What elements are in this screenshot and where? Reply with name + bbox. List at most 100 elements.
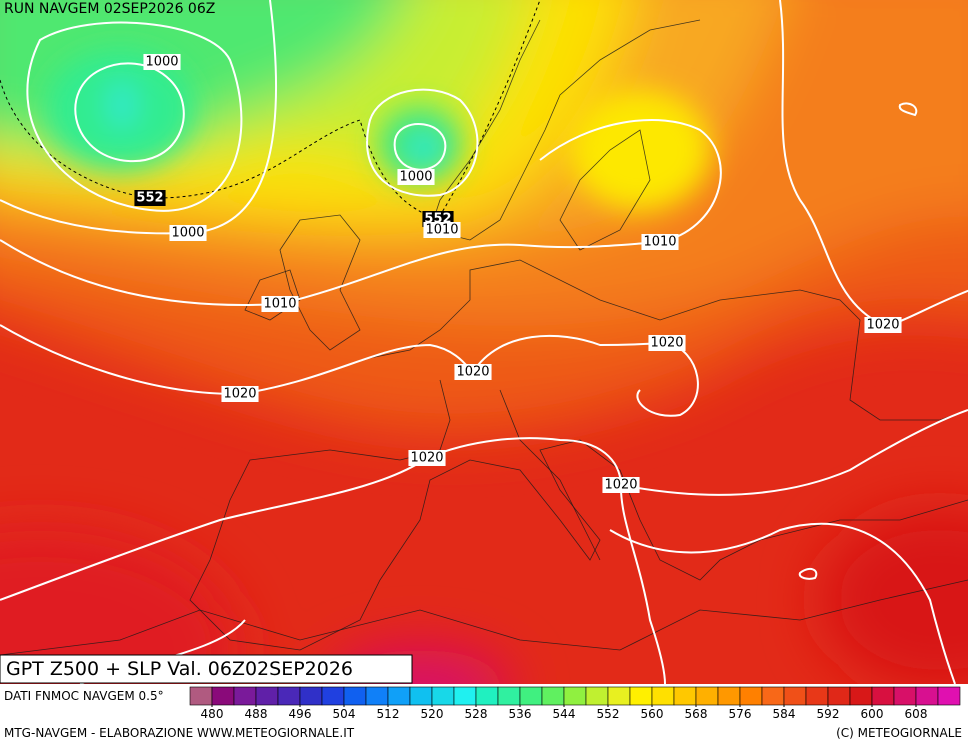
contour-label: 1000 [169, 225, 207, 241]
contour-label-text: 1020 [650, 336, 683, 351]
contour-label-box [169, 225, 207, 241]
colorbar-swatch [695, 686, 719, 706]
isobar [798, 567, 818, 580]
isobar [609, 522, 956, 684]
coastline [499, 389, 601, 561]
colorbar-swatch [783, 686, 807, 706]
colorbar-swatch [453, 686, 477, 706]
colorbar-swatch [497, 686, 521, 706]
coastline [429, 19, 701, 241]
z500-contour [0, 0, 541, 220]
contour-label-text: 1020 [410, 451, 443, 466]
contour-label-text: 1000 [171, 226, 204, 241]
credit-left: MTG-NAVGEM - ELABORAZIONE WWW.METEOGIORN… [4, 726, 355, 740]
colorbar-swatch [277, 686, 301, 706]
isobar [0, 437, 666, 684]
coastline [279, 214, 361, 351]
contour-label-text: 1020 [866, 318, 899, 333]
colorbar-swatch [299, 686, 323, 706]
colorbar-swatch [629, 686, 653, 706]
colorbar-swatch [717, 686, 741, 706]
map-title: GPT Z500 + SLP Val. 06Z02SEP2026 [6, 658, 353, 680]
colorbar-swatch [211, 686, 235, 706]
colorbar-swatch [409, 686, 433, 706]
colorbar-tick-label: 528 [465, 707, 488, 721]
isobar [0, 324, 699, 417]
colorbar-swatch [673, 686, 697, 706]
colorbar-tick-label: 568 [685, 707, 708, 721]
colorbar: 480 488 496 504 512 520 528 536 544 552 560 568 576 5… [189, 686, 961, 721]
colorbar-swatch [607, 686, 631, 706]
contour-label-box [602, 477, 640, 493]
contour-label: 1020 [454, 364, 492, 380]
colorbar-swatch [387, 686, 411, 706]
colorbar-tick-label: 576 [729, 707, 752, 721]
colorbar-tick-label: 488 [245, 707, 268, 721]
isobar [366, 88, 479, 197]
contour-label-box [423, 222, 461, 238]
colorbar-tick-label: 608 [905, 707, 928, 721]
colorbar-swatch [893, 686, 917, 706]
colorbar-swatch [761, 686, 785, 706]
colorbar-swatch [519, 686, 543, 706]
contour-label-box [221, 386, 259, 402]
colorbar-swatch [849, 686, 873, 706]
contour-label: 1000 [143, 54, 181, 70]
contour-label-box [143, 54, 181, 70]
colorbar-swatch [475, 686, 499, 706]
contour-label-box [397, 169, 435, 185]
colorbar-tick-label: 560 [641, 707, 664, 721]
coastline [0, 579, 968, 656]
isobar [0, 119, 722, 307]
colorbar-tick-label: 480 [201, 707, 224, 721]
contour-label-box [641, 234, 679, 250]
colorbar-tick-label: 600 [861, 707, 884, 721]
contour-label: 552 [134, 190, 166, 206]
contour-label-text: 1000 [145, 55, 178, 70]
contour-label: 1000 [397, 169, 435, 185]
colorbar-swatch [871, 686, 895, 706]
colorbar-swatch [585, 686, 609, 706]
colorbar-swatch [233, 686, 257, 706]
colorbar-swatch [321, 686, 345, 706]
contour-label-box [454, 364, 492, 380]
contour-label-text: 1000 [399, 170, 432, 185]
colorbar-swatch [827, 686, 851, 706]
colorbar-swatch [739, 686, 763, 706]
colorbar-swatch [431, 686, 455, 706]
colorbar-tick-label: 520 [421, 707, 444, 721]
colorbar-swatch [541, 686, 565, 706]
contour-label-text: 552 [136, 191, 163, 206]
contour-label: 1020 [602, 477, 640, 493]
isobars [0, 0, 968, 684]
colorbar-tick-label: 504 [333, 707, 356, 721]
data-source: DATI FNMOC NAVGEM 0.5° [4, 689, 164, 703]
colorbar-tick-label: 544 [553, 707, 576, 721]
credit-right: (C) METEOGIORNALE [836, 726, 962, 740]
colorbar-tick-label: 536 [509, 707, 532, 721]
colorbar-swatch [651, 686, 675, 706]
colorbar-tick-label: 592 [817, 707, 840, 721]
contour-label: 1020 [408, 450, 446, 466]
contour-label-box [408, 450, 446, 466]
colorbar-tick-label: 552 [597, 707, 620, 721]
contour-label-text: 1010 [263, 297, 296, 312]
colorbar-swatch [343, 686, 367, 706]
contour-label-text: 1020 [604, 478, 637, 493]
contour-label: 1010 [641, 234, 679, 250]
colorbar-swatch [915, 686, 939, 706]
contour-label: 1020 [221, 386, 259, 402]
coastline [359, 259, 968, 421]
run-header: RUN NAVGEM 02SEP2026 06Z [4, 1, 215, 17]
isobar [620, 409, 968, 496]
contour-label-box [864, 317, 902, 333]
title-box [0, 654, 413, 684]
colorbar-swatch [255, 686, 279, 706]
contour-label-text: 1020 [223, 387, 256, 402]
contour-label-box [261, 296, 299, 312]
contour-label-text: 1010 [425, 223, 458, 238]
contour-label: 1010 [261, 296, 299, 312]
colorbar-swatch [365, 686, 389, 706]
